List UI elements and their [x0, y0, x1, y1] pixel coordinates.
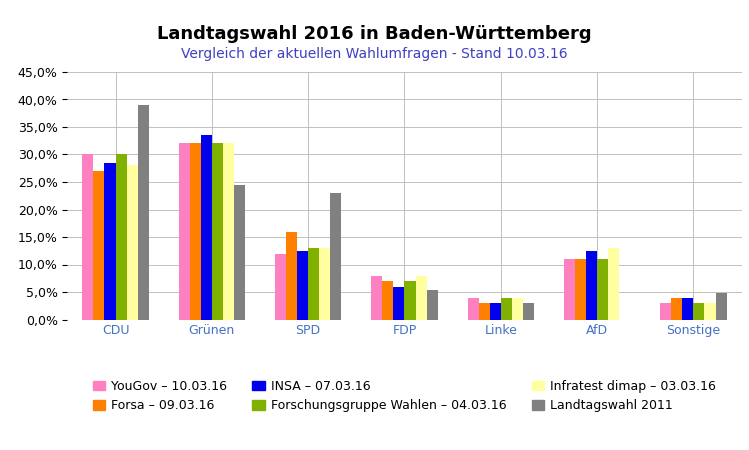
- Bar: [479, 303, 490, 320]
- Bar: [393, 287, 404, 319]
- Bar: [189, 144, 201, 320]
- Bar: [104, 163, 115, 320]
- Bar: [127, 166, 138, 320]
- Text: Landtagswahl 2016 in Baden-Württemberg: Landtagswahl 2016 in Baden-Württemberg: [157, 25, 592, 43]
- Bar: [416, 275, 427, 319]
- Bar: [564, 259, 575, 320]
- Bar: [608, 248, 619, 320]
- Bar: [223, 144, 234, 320]
- Bar: [427, 290, 437, 320]
- Bar: [382, 281, 393, 320]
- Bar: [490, 303, 501, 320]
- Text: Vergleich der aktuellen Wahlumfragen - Stand 10.03.16: Vergleich der aktuellen Wahlumfragen - S…: [181, 47, 568, 61]
- Bar: [178, 144, 189, 320]
- Bar: [705, 303, 715, 320]
- Bar: [138, 105, 149, 320]
- Bar: [694, 303, 704, 320]
- Bar: [212, 144, 223, 320]
- Bar: [404, 281, 416, 320]
- Bar: [715, 293, 727, 319]
- Bar: [372, 275, 382, 319]
- Bar: [275, 253, 286, 320]
- Bar: [682, 297, 694, 319]
- Bar: [575, 259, 586, 320]
- Bar: [234, 185, 245, 320]
- Bar: [671, 297, 682, 319]
- Bar: [586, 251, 597, 320]
- Bar: [82, 154, 94, 320]
- Bar: [201, 135, 212, 320]
- Bar: [94, 171, 104, 320]
- Bar: [597, 259, 608, 320]
- Bar: [523, 303, 534, 320]
- Bar: [308, 248, 319, 320]
- Bar: [660, 303, 671, 320]
- Bar: [330, 193, 342, 320]
- Bar: [319, 248, 330, 320]
- Bar: [501, 297, 512, 319]
- Bar: [512, 297, 523, 319]
- Bar: [297, 251, 308, 320]
- Bar: [115, 154, 127, 320]
- Legend: YouGov – 10.03.16, Forsa – 09.03.16, INSA – 07.03.16, Forschungsgruppe Wahlen – : YouGov – 10.03.16, Forsa – 09.03.16, INS…: [93, 380, 716, 412]
- Bar: [467, 297, 479, 319]
- Bar: [286, 231, 297, 320]
